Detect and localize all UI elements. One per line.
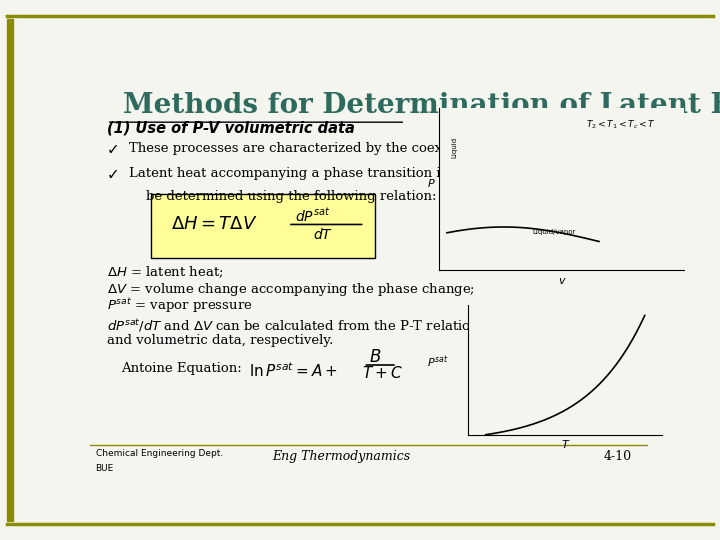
Text: Liquid: Liquid [451,137,457,158]
Text: $T_2 < T_1 < T_c < T$: $T_2 < T_1 < T_c < T$ [586,118,656,131]
Text: (1) Use of P-V volumetric data: (1) Use of P-V volumetric data [107,121,355,136]
X-axis label: v: v [558,275,565,286]
Text: $dP^{sat}/dT$ and $\Delta V$ can be calculated from the P-T relation: $dP^{sat}/dT$ and $\Delta V$ can be calc… [107,318,480,334]
Text: BUE: BUE [96,464,114,473]
Text: Latent heat accompanying a phase transition is a function of  T only and can: Latent heat accompanying a phase transit… [129,167,643,180]
Text: ✓: ✓ [107,141,120,157]
FancyBboxPatch shape [151,194,374,258]
Text: $\Delta H = T\Delta V$: $\Delta H = T\Delta V$ [171,215,258,233]
Text: Methods for Determination of Latent Heat: Methods for Determination of Latent Heat [124,92,720,119]
Text: and volumetric data, respectively.: and volumetric data, respectively. [107,334,333,347]
Text: These processes are characterized by the coexistence of two phases.: These processes are characterized by the… [129,141,590,155]
Text: ✓: ✓ [107,167,120,181]
Text: Antoine Equation:: Antoine Equation: [121,362,241,375]
Text: 4-10: 4-10 [603,450,631,463]
Text: be determined using the following relation:: be determined using the following relati… [145,190,436,202]
Text: $\ln P^{sat} = A +$: $\ln P^{sat} = A +$ [249,361,338,380]
Text: Liquid/vapor: Liquid/vapor [532,230,575,235]
Y-axis label: $P^{sat}$: $P^{sat}$ [427,354,449,370]
Text: $\Delta V$ = volume change accompanying the phase change;: $\Delta V$ = volume change accompanying … [107,281,474,298]
Text: $P^{sat}$ = vapor pressure: $P^{sat}$ = vapor pressure [107,297,252,315]
Text: $dT$: $dT$ [313,227,333,242]
Text: $T + C$: $T + C$ [361,366,402,381]
X-axis label: T: T [562,440,569,450]
Y-axis label: P: P [428,179,434,189]
Text: Chemical Engineering Dept.: Chemical Engineering Dept. [96,449,222,458]
Text: Eng Thermodynamics: Eng Thermodynamics [272,450,410,463]
Text: $B$: $B$ [369,349,382,366]
Text: $\Delta H$ = latent heat;: $\Delta H$ = latent heat; [107,265,223,280]
Text: $dP^{sat}$: $dP^{sat}$ [295,206,330,224]
